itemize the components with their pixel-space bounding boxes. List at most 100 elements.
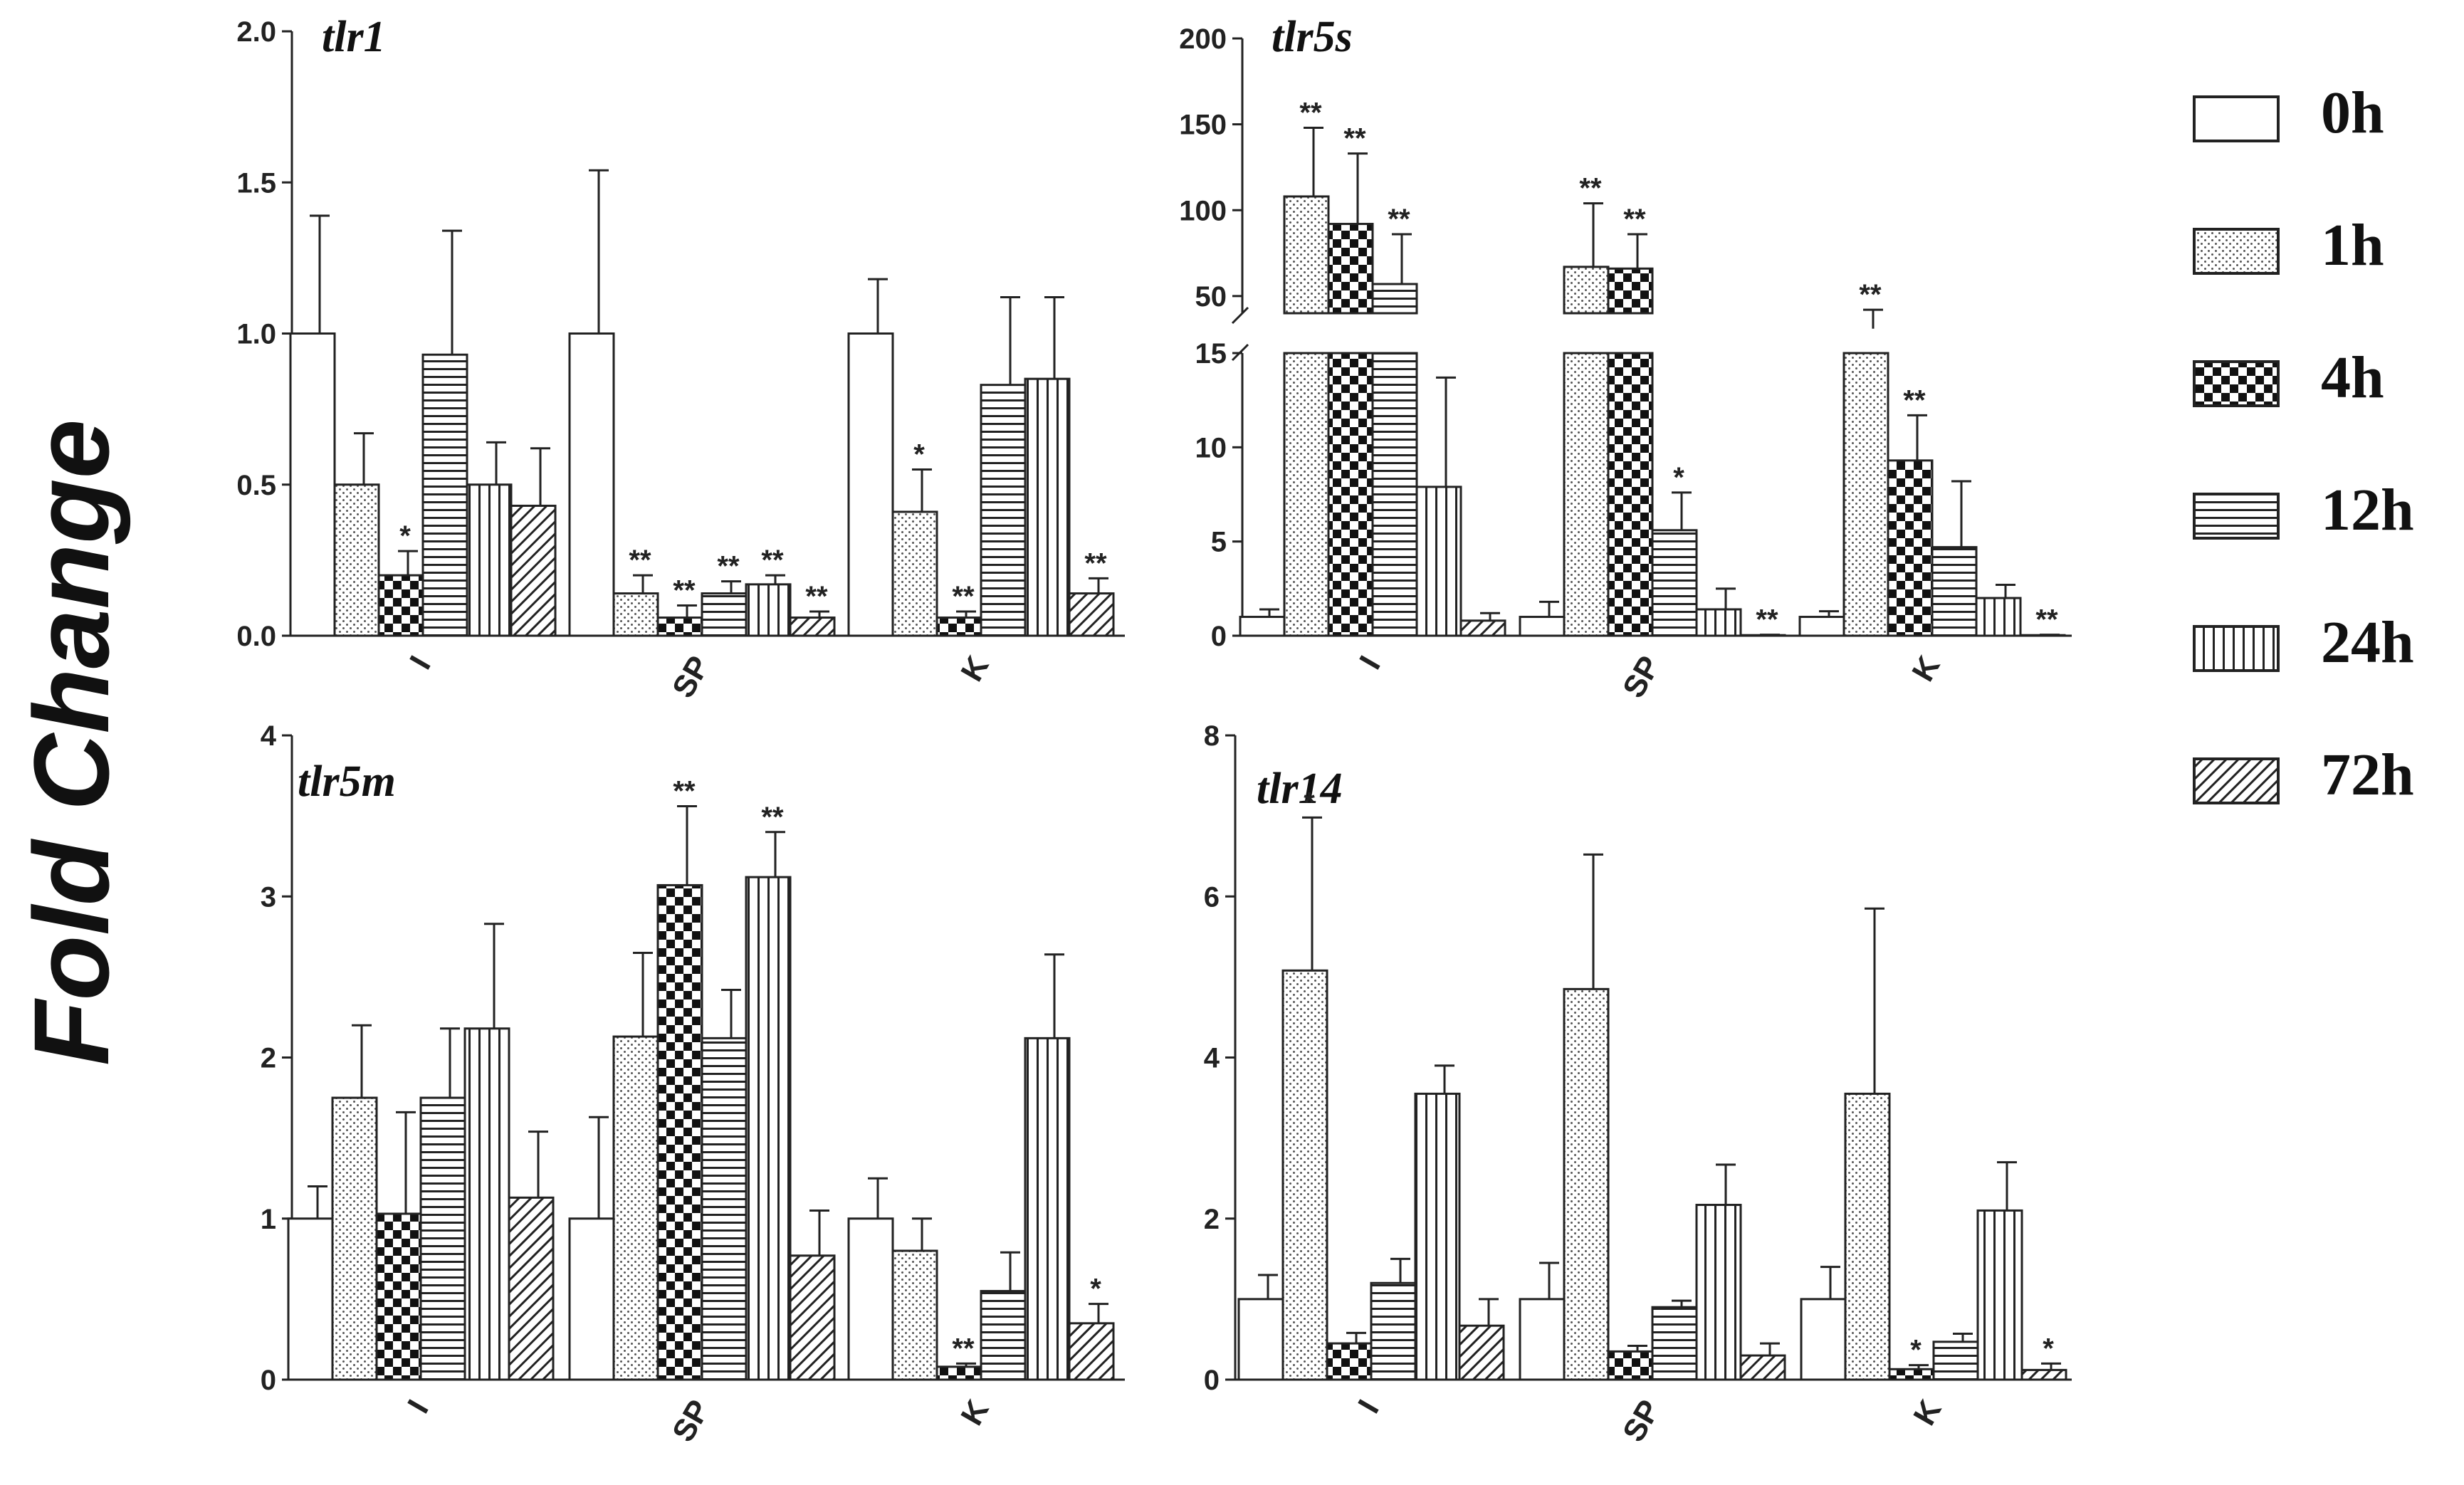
category-label: SP [1616,650,1667,703]
legend-swatch [2193,228,2280,275]
bar-I-1h [331,1096,378,1381]
bar-SP-4h [1607,352,1654,637]
axis-break-mark [1231,306,1249,325]
bar-SP-24h [745,876,792,1381]
bar-K-24h [1024,377,1071,637]
category-label: SP [666,1394,717,1447]
y-tick-label: 10 [1195,432,1227,463]
y-tick-label: 0 [1211,621,1227,652]
bar-SP-4h [656,616,703,637]
legend-label: 12h [2321,477,2414,543]
significance-mark: ** [1343,123,1366,154]
legend-swatch [2193,360,2280,407]
bar-I-12h [419,1096,466,1381]
bar-K-72h [2020,1368,2067,1381]
bar-I-4h [1327,352,1374,637]
category-label: K [1907,1394,1948,1431]
bar-SP-1h [612,1035,659,1381]
bar-K-4h [935,616,982,637]
bar-K-0h [847,1217,894,1381]
y-tick-label: 15 [1195,338,1227,369]
y-axis-label: Fold Change [11,419,131,1066]
y-tick-label: 150 [1179,110,1227,141]
y-tick-label: 0 [1204,1365,1220,1396]
significance-mark: ** [761,545,784,576]
y-tick-label: 3 [261,881,276,913]
y-tick-label: 50 [1195,281,1227,313]
significance-mark: ** [1579,173,1602,204]
bar-SP-24h [1695,608,1742,637]
bar-I-12h [1371,352,1418,637]
category-label: K [954,650,995,687]
bar-SP-72h [789,616,836,637]
legend-swatch [2193,757,2280,804]
bar-K-0h [1800,1298,1847,1381]
bar-I-12h-upper [1371,283,1418,315]
bar-SP-12h [1651,529,1698,637]
bar-K-24h [1976,1209,2023,1381]
y-tick-label: 5 [1211,527,1227,558]
bar-I-72h [508,1196,555,1381]
significance-mark: * [399,520,411,552]
panel-title: tlr14 [1257,765,1343,813]
bar-SP-12h [701,1037,748,1381]
significance-mark: * [1673,462,1684,493]
panel-title: tlr5m [298,757,396,806]
significance-mark: ** [952,1333,975,1364]
significance-mark: * [1304,787,1315,818]
bar-I-72h [1458,1324,1505,1381]
significance-mark: ** [629,545,651,576]
significance-mark: ** [1859,279,1882,310]
bar-I-4h [1326,1342,1373,1381]
y-tick-label: 0.5 [236,470,276,501]
bar-SP-12h [1651,1306,1698,1381]
bar-K-1h [891,1249,938,1381]
bar-K-4h [1888,1368,1935,1381]
y-tick-label: 4 [1204,1043,1220,1074]
category-label: K [1905,650,1946,687]
significance-mark: ** [1903,384,1926,416]
y-tick-label: 0.0 [236,621,276,652]
bar-SP-0h [568,1217,615,1381]
significance-mark: ** [1623,204,1646,235]
significance-mark: ** [952,581,975,612]
bar-I-24h [1414,1092,1461,1381]
category-label: I [403,650,438,675]
y-tick-label: 6 [1204,881,1220,913]
bar-K-1h [1844,1092,1891,1381]
bar-K-0h [847,332,894,637]
legend: 0h 1h 4h 12h 24h 72h [2193,80,2414,808]
bar-K-72h [1068,592,1115,637]
y-tick-label: 1 [261,1204,276,1235]
legend-entry-1h: 1h [2193,212,2384,278]
bar-SP-0h [1519,1298,1566,1381]
bar-K-12h [980,1290,1027,1381]
bar-SP-4h-upper [1607,267,1654,315]
y-tick-label: 4 [261,720,277,752]
bar-I-1h [1281,969,1328,1381]
bar-I-0h [1237,1298,1284,1381]
bar-I-4h [377,574,424,637]
y-tick-label: 2 [261,1043,276,1074]
bar-SP-4h [656,883,703,1381]
legend-label: 4h [2321,345,2384,411]
bar-SP-1h-upper [1563,266,1610,315]
legend-label: 0h [2321,80,2384,146]
significance-mark: ** [717,551,740,582]
panel-title: tlr5s [1272,13,1353,61]
chart-panel-tlr14: tlr14 0 2 4 6 8 * I SP * * K [1204,720,2072,1448]
legend-swatch [2193,625,2280,672]
chart-panel-tlr5s: tlr5s05101550100150200******I*******SP**… [1179,13,2072,704]
bar-SP-1h [612,592,659,637]
legend-label: 1h [2321,212,2384,278]
bar-SP-72h [789,1254,836,1381]
panel-title: tlr1 [322,13,386,61]
y-tick-label: 2 [1204,1204,1220,1235]
significance-mark: ** [1756,604,1778,636]
bar-SP-1h [1563,987,1610,1381]
bar-I-24h [1415,486,1462,637]
bar-K-4h [1887,459,1934,637]
bar-SP-1h [1563,352,1610,637]
